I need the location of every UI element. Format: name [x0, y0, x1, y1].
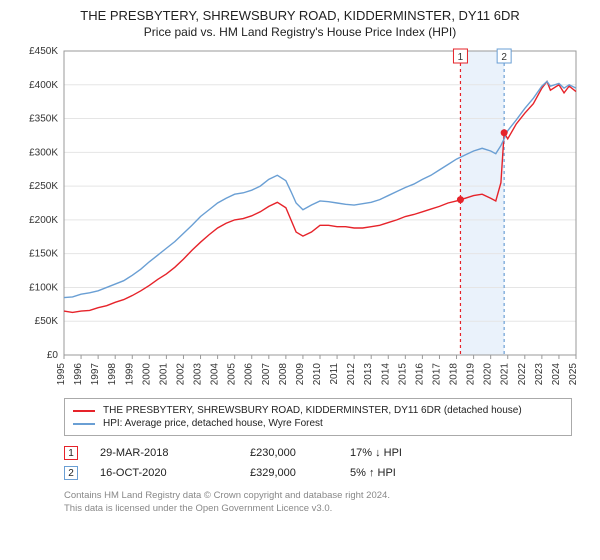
legend-row: HPI: Average price, detached house, Wyre…: [73, 418, 563, 429]
legend-swatch: [73, 410, 95, 412]
svg-text:2024: 2024: [551, 363, 562, 386]
svg-text:2010: 2010: [312, 363, 323, 386]
event-date: 16-OCT-2020: [100, 467, 250, 479]
chart-subtitle: Price paid vs. HM Land Registry's House …: [16, 25, 584, 39]
svg-text:2025: 2025: [568, 363, 579, 386]
svg-text:2016: 2016: [414, 363, 425, 386]
svg-text:2015: 2015: [397, 363, 408, 386]
svg-text:1997: 1997: [90, 363, 101, 386]
svg-text:2: 2: [501, 52, 507, 63]
svg-text:2003: 2003: [193, 363, 204, 386]
svg-text:2018: 2018: [449, 363, 460, 386]
svg-text:2017: 2017: [431, 363, 442, 386]
chart-area: £0 £50K £100K £150K £200K £250K £300K £350K £400…: [20, 45, 580, 390]
event-row: 2 16-OCT-2020£329,0005% ↑ HPI: [64, 466, 572, 480]
event-price: £230,000: [250, 447, 350, 459]
legend: THE PRESBYTERY, SHREWSBURY ROAD, KIDDERM…: [64, 398, 572, 436]
svg-text:£150K: £150K: [29, 249, 58, 260]
svg-text:2012: 2012: [346, 363, 357, 386]
svg-text:2011: 2011: [329, 363, 340, 385]
svg-text:2023: 2023: [534, 363, 545, 386]
svg-text:2008: 2008: [278, 363, 289, 386]
line-chart: £0 £50K £100K £150K £200K £250K £300K £350K £400…: [20, 45, 580, 390]
chart-title: THE PRESBYTERY, SHREWSBURY ROAD, KIDDERM…: [16, 8, 584, 23]
footer-line-2: This data is licensed under the Open Gov…: [64, 503, 584, 516]
svg-text:2019: 2019: [466, 363, 477, 386]
svg-text:£400K: £400K: [29, 80, 58, 91]
svg-text:2004: 2004: [210, 363, 221, 386]
svg-text:£250K: £250K: [29, 181, 58, 192]
event-marker: 1: [64, 446, 78, 460]
svg-text:£200K: £200K: [29, 215, 58, 226]
event-diff: 17% ↓ HPI: [350, 447, 470, 459]
svg-text:£300K: £300K: [29, 147, 58, 158]
svg-text:1: 1: [458, 52, 464, 63]
svg-text:2006: 2006: [244, 363, 255, 386]
svg-text:£100K: £100K: [29, 282, 58, 293]
legend-row: THE PRESBYTERY, SHREWSBURY ROAD, KIDDERM…: [73, 405, 563, 416]
svg-text:1998: 1998: [107, 363, 118, 386]
svg-text:1995: 1995: [56, 363, 67, 386]
svg-text:2002: 2002: [175, 363, 186, 386]
svg-text:2000: 2000: [141, 363, 152, 386]
legend-label: HPI: Average price, detached house, Wyre…: [103, 418, 323, 429]
svg-text:1999: 1999: [124, 363, 135, 386]
event-row: 1 29-MAR-2018£230,00017% ↓ HPI: [64, 446, 572, 460]
footer-line-1: Contains HM Land Registry data © Crown c…: [64, 490, 584, 503]
svg-text:2007: 2007: [261, 363, 272, 386]
svg-text:2021: 2021: [500, 363, 511, 386]
events-table: 1 29-MAR-2018£230,00017% ↓ HPI 2 16-OCT-202…: [64, 446, 572, 480]
svg-text:£50K: £50K: [35, 316, 59, 327]
event-price: £329,000: [250, 467, 350, 479]
svg-text:£450K: £450K: [29, 46, 58, 57]
footer-attribution: Contains HM Land Registry data © Crown c…: [64, 490, 584, 516]
svg-text:2009: 2009: [295, 363, 306, 386]
legend-label: THE PRESBYTERY, SHREWSBURY ROAD, KIDDERM…: [103, 405, 522, 416]
event-diff: 5% ↑ HPI: [350, 467, 470, 479]
event-date: 29-MAR-2018: [100, 447, 250, 459]
legend-swatch: [73, 423, 95, 425]
svg-text:2014: 2014: [380, 363, 391, 386]
svg-text:2001: 2001: [158, 363, 169, 386]
svg-text:2013: 2013: [363, 363, 374, 386]
svg-text:2020: 2020: [483, 363, 494, 386]
event-marker: 2: [64, 466, 78, 480]
svg-text:2022: 2022: [517, 363, 528, 386]
svg-text:1996: 1996: [73, 363, 84, 386]
svg-text:2005: 2005: [227, 363, 238, 386]
svg-text:£0: £0: [47, 350, 59, 361]
svg-text:£350K: £350K: [29, 114, 58, 125]
